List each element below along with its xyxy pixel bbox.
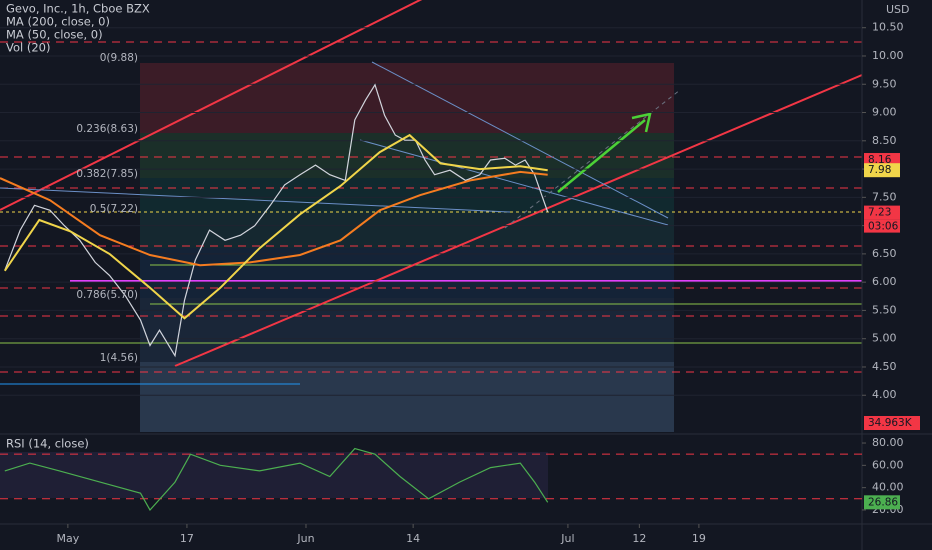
y-tick-label: 6.50 — [872, 247, 897, 260]
price-tag-label: 7.98 — [868, 164, 891, 176]
y-tick-label: 40.00 — [872, 481, 904, 494]
series-line — [4, 83, 549, 358]
x-tick-label: May — [56, 532, 79, 545]
price-tag-label: 8.16 — [868, 154, 892, 166]
fib-box — [140, 63, 674, 432]
price-tag-label: 7.23 — [868, 207, 891, 219]
volume-tag — [864, 416, 920, 430]
x-tick-label: 19 — [692, 532, 706, 545]
legend-ma50: MA (50, close, 0) — [6, 28, 103, 42]
fib-label: 1(4.56) — [100, 352, 138, 364]
volume-tag-label: 34.963K — [868, 417, 913, 429]
x-tick-label: Jul — [560, 532, 574, 545]
y-axis-label: USD — [886, 3, 910, 16]
series-line — [4, 447, 549, 512]
y-tick-label: 6.00 — [872, 275, 897, 288]
fib-label: 0(9.88) — [100, 52, 138, 64]
x-tick-label: 14 — [406, 532, 420, 545]
countdown-bg — [864, 219, 900, 233]
series-line — [3, 133, 548, 320]
rsi-title: RSI (14, close) — [6, 437, 89, 451]
fib-label: 0.236(8.63) — [76, 123, 138, 135]
price-tag — [864, 205, 900, 220]
fib-label: 0.382(7.85) — [76, 168, 138, 180]
y-tick-label: 10.50 — [872, 21, 904, 34]
fib-label: 0.5(7.22) — [90, 203, 138, 215]
y-tick-label: 4.50 — [872, 360, 897, 373]
fib-label: 0.786(5.70) — [76, 289, 138, 301]
x-tick-label: 12 — [632, 532, 646, 545]
price-tag — [864, 495, 900, 510]
price-tag-label: 26.86 — [868, 496, 898, 508]
y-tick-label: 10.00 — [872, 49, 904, 62]
y-tick-label: 5.00 — [872, 332, 897, 345]
legend-volume: Vol (20) — [6, 41, 50, 55]
price-tag — [864, 163, 900, 178]
y-tick-label: 9.50 — [872, 77, 897, 90]
x-tick-label: 17 — [180, 532, 194, 545]
y-tick-label: 4.00 — [872, 388, 897, 401]
countdown: 03:06 — [868, 221, 899, 233]
legend-ma200: MA (200, close, 0) — [6, 15, 110, 29]
chart-title: Gevo, Inc., 1h, Cboe BZX — [6, 2, 150, 16]
y-tick-label: 7.50 — [872, 190, 897, 203]
y-tick-label: 8.50 — [872, 134, 897, 147]
y-tick-label: 9.00 — [872, 106, 897, 119]
y-tick-label: 5.50 — [872, 303, 897, 316]
x-tick-label: Jun — [296, 532, 314, 545]
y-tick-label: 80.00 — [872, 436, 904, 449]
series-line — [0, 170, 548, 267]
y-tick-label: 60.00 — [872, 458, 904, 471]
rsi-band — [0, 452, 548, 498]
